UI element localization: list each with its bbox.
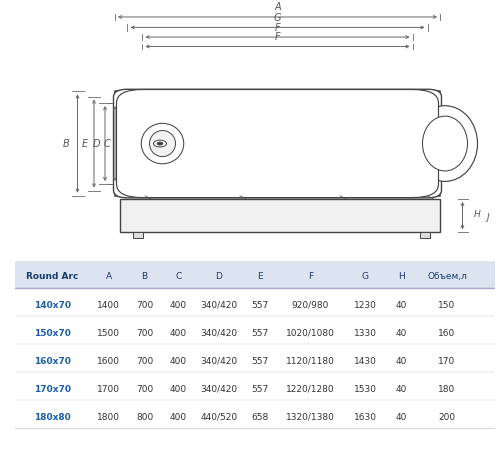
Text: B: B: [142, 272, 148, 281]
Text: Round Arc: Round Arc: [26, 272, 78, 281]
Text: 40: 40: [396, 328, 407, 338]
Text: 140x70: 140x70: [34, 301, 70, 310]
Bar: [115, 91, 440, 196]
Text: 180: 180: [438, 385, 456, 394]
Text: 150x70: 150x70: [34, 328, 70, 338]
Text: 40: 40: [396, 413, 407, 422]
Text: C: C: [104, 139, 110, 148]
Text: 700: 700: [136, 328, 153, 338]
Text: 1230: 1230: [354, 301, 377, 310]
Ellipse shape: [422, 116, 468, 171]
Circle shape: [154, 140, 166, 147]
Text: 400: 400: [170, 385, 187, 394]
Bar: [420, 232, 430, 238]
Text: B: B: [63, 139, 70, 148]
Text: 40: 40: [396, 385, 407, 394]
Text: Объем,л: Объем,л: [427, 272, 467, 281]
Text: J: J: [486, 213, 488, 222]
Circle shape: [157, 142, 163, 145]
Text: 340/420: 340/420: [200, 328, 237, 338]
Text: 200: 200: [438, 413, 456, 422]
Bar: [15, 259, 495, 288]
Text: F: F: [274, 22, 280, 33]
Text: 800: 800: [136, 413, 153, 422]
Text: H: H: [474, 210, 480, 219]
Text: 170x70: 170x70: [34, 385, 70, 394]
Text: 340/420: 340/420: [200, 385, 237, 394]
Text: G: G: [362, 272, 369, 281]
Ellipse shape: [150, 130, 176, 157]
Text: 658: 658: [251, 413, 268, 422]
Text: G: G: [274, 13, 281, 22]
Text: 1320/1380: 1320/1380: [286, 413, 335, 422]
Text: 557: 557: [251, 357, 268, 366]
Text: A: A: [274, 2, 281, 12]
Text: 150: 150: [438, 301, 456, 310]
Text: F: F: [274, 32, 280, 42]
Ellipse shape: [142, 123, 184, 164]
Text: 700: 700: [136, 357, 153, 366]
Text: 40: 40: [396, 357, 407, 366]
Text: 700: 700: [136, 301, 153, 310]
Text: 160: 160: [438, 328, 456, 338]
Text: 1800: 1800: [97, 413, 120, 422]
Text: 160x70: 160x70: [34, 357, 70, 366]
Text: 1120/1180: 1120/1180: [286, 357, 335, 366]
Text: 700: 700: [136, 385, 153, 394]
Text: 400: 400: [170, 357, 187, 366]
Text: 1630: 1630: [354, 413, 377, 422]
Text: 400: 400: [170, 328, 187, 338]
Text: D: D: [216, 272, 222, 281]
Text: 557: 557: [251, 301, 268, 310]
Text: 440/520: 440/520: [200, 413, 237, 422]
Text: F: F: [308, 272, 313, 281]
Text: E: E: [82, 139, 88, 148]
Text: C: C: [175, 272, 182, 281]
Text: 400: 400: [170, 301, 187, 310]
Text: 1530: 1530: [354, 385, 377, 394]
Text: 400: 400: [170, 413, 187, 422]
Text: 1600: 1600: [97, 357, 120, 366]
Bar: [120, 199, 440, 232]
Text: 920/980: 920/980: [292, 301, 329, 310]
Text: 1330: 1330: [354, 328, 377, 338]
Text: 1430: 1430: [354, 357, 377, 366]
Bar: [132, 232, 142, 238]
Text: 180x80: 180x80: [34, 413, 70, 422]
Text: 170: 170: [438, 357, 456, 366]
Text: H: H: [398, 272, 405, 281]
Text: 1500: 1500: [97, 328, 120, 338]
Text: 1220/1280: 1220/1280: [286, 385, 335, 394]
Text: 340/420: 340/420: [200, 357, 237, 366]
Text: A: A: [106, 272, 112, 281]
Text: E: E: [257, 272, 262, 281]
Text: D: D: [93, 139, 100, 148]
FancyBboxPatch shape: [114, 89, 442, 198]
Text: 1700: 1700: [97, 385, 120, 394]
Text: 557: 557: [251, 385, 268, 394]
Text: 1400: 1400: [97, 301, 120, 310]
Text: 557: 557: [251, 328, 268, 338]
Ellipse shape: [412, 106, 478, 181]
Text: 40: 40: [396, 301, 407, 310]
FancyBboxPatch shape: [116, 90, 438, 198]
Text: 1020/1080: 1020/1080: [286, 328, 335, 338]
Text: 340/420: 340/420: [200, 301, 237, 310]
